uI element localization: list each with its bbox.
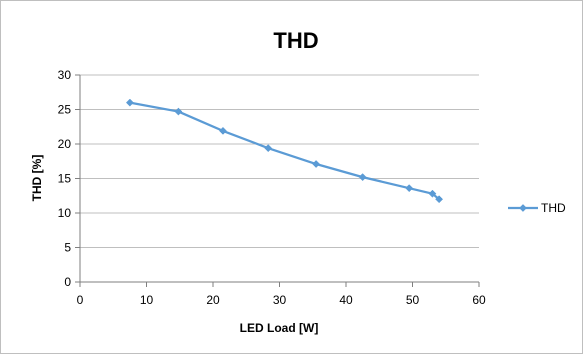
y-tick-label: 0	[64, 275, 71, 289]
data-point	[358, 173, 367, 182]
x-tick-label: 10	[140, 293, 154, 307]
y-tick-label: 30	[58, 68, 72, 82]
y-tick-label: 20	[58, 137, 72, 151]
data-point	[405, 184, 414, 193]
grid-lines	[75, 74, 479, 283]
series-line	[129, 101, 440, 201]
x-tick-label: 50	[406, 293, 420, 307]
x-tick-labels: 0 10 20 30 40 50 60	[77, 293, 486, 307]
x-tick-label: 20	[206, 293, 220, 307]
series-group	[125, 98, 444, 204]
data-point	[312, 160, 321, 168]
y-tick-label: 5	[64, 241, 71, 255]
x-tick-label: 30	[273, 293, 287, 307]
y-tick-label: 25	[58, 103, 72, 117]
chart-title: THD	[273, 28, 318, 53]
data-point	[174, 107, 183, 116]
data-point	[264, 144, 273, 153]
legend: THD	[508, 201, 566, 215]
y-tick-label: 10	[58, 206, 72, 220]
axes	[79, 75, 480, 287]
x-tick-label: 40	[339, 293, 353, 307]
data-point	[428, 189, 437, 198]
x-tick-label: 60	[472, 293, 486, 307]
legend-marker	[519, 204, 527, 212]
x-tick-label: 0	[77, 293, 84, 307]
legend-label: THD	[541, 201, 566, 215]
y-axis-label: THD [%]	[30, 155, 44, 202]
x-axis-label: LED Load [W]	[240, 321, 319, 335]
data-point	[219, 126, 227, 135]
data-point	[435, 195, 444, 204]
y-tick-labels: 0 5 10 15 20 25 30	[58, 68, 72, 289]
y-tick-label: 15	[58, 172, 72, 186]
data-point	[125, 98, 134, 107]
